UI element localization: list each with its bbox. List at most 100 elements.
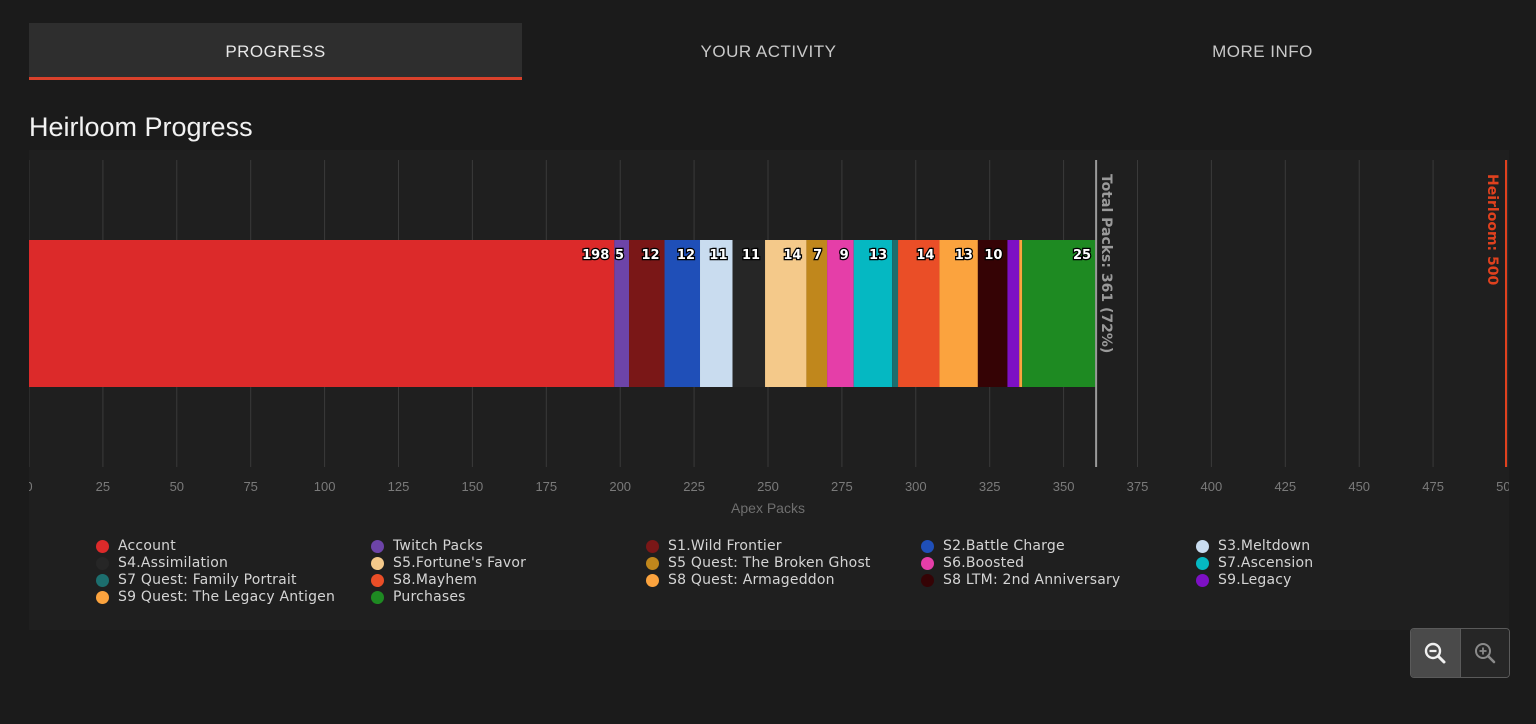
legend-item[interactable]: S7.Ascension bbox=[1196, 555, 1313, 571]
chart-legend: Account Twitch Packs S1.Wild Frontier S2.Ba… bbox=[96, 538, 1516, 606]
bar-segment[interactable] bbox=[977, 240, 1008, 387]
legend-swatch bbox=[96, 539, 109, 553]
legend-swatch bbox=[371, 556, 384, 570]
bar-segment[interactable] bbox=[898, 240, 940, 387]
legend-label: S4.Assimilation bbox=[118, 555, 229, 571]
tab-progress-label: PROGRESS bbox=[225, 41, 326, 61]
legend-item[interactable]: S2.Battle Charge bbox=[921, 538, 1065, 554]
tab-more-info[interactable]: MORE INFO bbox=[1016, 23, 1509, 80]
legend-swatch bbox=[646, 573, 659, 587]
legend-label: S6.Boosted bbox=[943, 555, 1025, 571]
data-label: 12 bbox=[677, 248, 695, 263]
legend-item[interactable]: S1.Wild Frontier bbox=[646, 538, 782, 554]
legend-label: S5 Quest: The Broken Ghost bbox=[668, 555, 871, 571]
x-tick-label: 125 bbox=[388, 479, 410, 494]
legend-label: S9 Quest: The Legacy Antigen bbox=[118, 589, 336, 605]
legend-label: S1.Wild Frontier bbox=[668, 538, 782, 554]
legend-row: S9 Quest: The Legacy Antigen Purchases bbox=[96, 589, 1516, 606]
legend-label: Purchases bbox=[393, 589, 466, 605]
legend-label: S8.Mayhem bbox=[393, 572, 478, 588]
bar-segment[interactable] bbox=[765, 240, 807, 387]
legend-swatch bbox=[921, 556, 934, 570]
bar-segment[interactable] bbox=[806, 240, 828, 387]
data-label: 11 bbox=[709, 248, 727, 263]
data-label: 13 bbox=[869, 248, 887, 263]
section-title: Heirloom Progress bbox=[29, 112, 253, 142]
legend-label: S9.Legacy bbox=[1218, 572, 1292, 588]
x-tick-label: 425 bbox=[1274, 479, 1296, 494]
bar-segment[interactable] bbox=[827, 240, 854, 387]
zoom-out-button[interactable] bbox=[1411, 629, 1461, 677]
chart-panel: 0255075100125150175200225250275300325350… bbox=[29, 150, 1509, 630]
legend-label: Account bbox=[118, 538, 176, 554]
heirloom-progress-chart: 0255075100125150175200225250275300325350… bbox=[29, 160, 1509, 516]
legend-label: S8 LTM: 2nd Anniversary bbox=[943, 572, 1121, 588]
legend-swatch bbox=[96, 573, 109, 587]
x-tick-label: 75 bbox=[243, 479, 257, 494]
bar-segment[interactable] bbox=[1007, 240, 1020, 387]
legend-swatch bbox=[921, 539, 934, 553]
bar-segment[interactable] bbox=[700, 240, 733, 387]
bar-segment[interactable] bbox=[939, 240, 978, 387]
bar-segment[interactable] bbox=[614, 240, 630, 387]
legend-swatch bbox=[96, 590, 109, 604]
legend-item[interactable]: S8.Mayhem bbox=[371, 572, 477, 588]
x-tick-label: 475 bbox=[1422, 479, 1444, 494]
bar-segment[interactable] bbox=[1019, 240, 1023, 387]
x-axis-title: Apex Packs bbox=[731, 500, 805, 516]
bar-segment[interactable] bbox=[29, 240, 615, 387]
legend-item[interactable]: S6.Boosted bbox=[921, 555, 1024, 571]
x-tick-label: 300 bbox=[905, 479, 927, 494]
legend-row: S4.Assimilation S5.Fortune's Favor S5 Ques… bbox=[96, 555, 1516, 572]
legend-item[interactable]: S5 Quest: The Broken Ghost bbox=[646, 555, 871, 571]
legend-label: Twitch Packs bbox=[393, 538, 483, 554]
bar-segment[interactable] bbox=[664, 240, 701, 387]
legend-swatch bbox=[646, 556, 659, 570]
legend-item[interactable]: S4.Assimilation bbox=[96, 555, 228, 571]
x-tick-label: 250 bbox=[757, 479, 779, 494]
legend-label: S3.Meltdown bbox=[1218, 538, 1311, 554]
tab-your-activity-label: YOUR ACTIVITY bbox=[700, 41, 837, 61]
data-label: 14 bbox=[783, 248, 801, 263]
data-label: 10 bbox=[984, 248, 1002, 263]
legend-item[interactable]: S8 Quest: Armageddon bbox=[646, 572, 835, 588]
x-tick-label: 0 bbox=[29, 479, 33, 494]
x-tick-label: 400 bbox=[1201, 479, 1223, 494]
data-label: 9 bbox=[840, 248, 849, 263]
legend-item[interactable]: S5.Fortune's Favor bbox=[371, 555, 526, 571]
tab-more-info-label: MORE INFO bbox=[1212, 41, 1313, 61]
zoom-in-button[interactable] bbox=[1460, 629, 1509, 677]
data-label: 7 bbox=[813, 248, 822, 263]
x-tick-label: 175 bbox=[535, 479, 557, 494]
bar-segment[interactable] bbox=[629, 240, 665, 387]
legend-swatch bbox=[96, 556, 109, 570]
bar-segment[interactable] bbox=[853, 240, 893, 387]
data-label: 5 bbox=[615, 248, 624, 263]
x-tick-label: 50 bbox=[170, 479, 184, 494]
legend-item[interactable]: S9 Quest: The Legacy Antigen bbox=[96, 589, 335, 605]
bar-segment[interactable] bbox=[732, 240, 766, 387]
legend-item[interactable]: Purchases bbox=[371, 589, 466, 605]
legend-item[interactable]: S7 Quest: Family Portrait bbox=[96, 572, 297, 588]
x-tick-label: 225 bbox=[683, 479, 705, 494]
legend-item[interactable]: Account bbox=[96, 538, 176, 554]
legend-swatch bbox=[1196, 539, 1209, 553]
zoom-controls bbox=[1410, 628, 1510, 678]
legend-item[interactable]: Twitch Packs bbox=[371, 538, 483, 554]
legend-item[interactable]: S3.Meltdown bbox=[1196, 538, 1310, 554]
legend-swatch bbox=[1196, 573, 1209, 587]
legend-swatch bbox=[921, 573, 934, 587]
x-tick-label: 350 bbox=[1053, 479, 1075, 494]
legend-item[interactable]: S9.Legacy bbox=[1196, 572, 1292, 588]
zoom-out-icon bbox=[1425, 642, 1446, 664]
x-tick-label: 450 bbox=[1348, 479, 1370, 494]
data-label: 14 bbox=[916, 248, 934, 263]
bar-segment[interactable] bbox=[1022, 240, 1097, 387]
bar-segment[interactable] bbox=[892, 240, 899, 387]
legend-item[interactable]: S8 LTM: 2nd Anniversary bbox=[921, 572, 1120, 588]
x-tick-label: 325 bbox=[979, 479, 1001, 494]
tab-your-activity[interactable]: YOUR ACTIVITY bbox=[522, 23, 1015, 80]
legend-label: S7.Ascension bbox=[1218, 555, 1314, 571]
data-label: 25 bbox=[1073, 248, 1091, 263]
tab-progress[interactable]: PROGRESS bbox=[29, 23, 522, 80]
